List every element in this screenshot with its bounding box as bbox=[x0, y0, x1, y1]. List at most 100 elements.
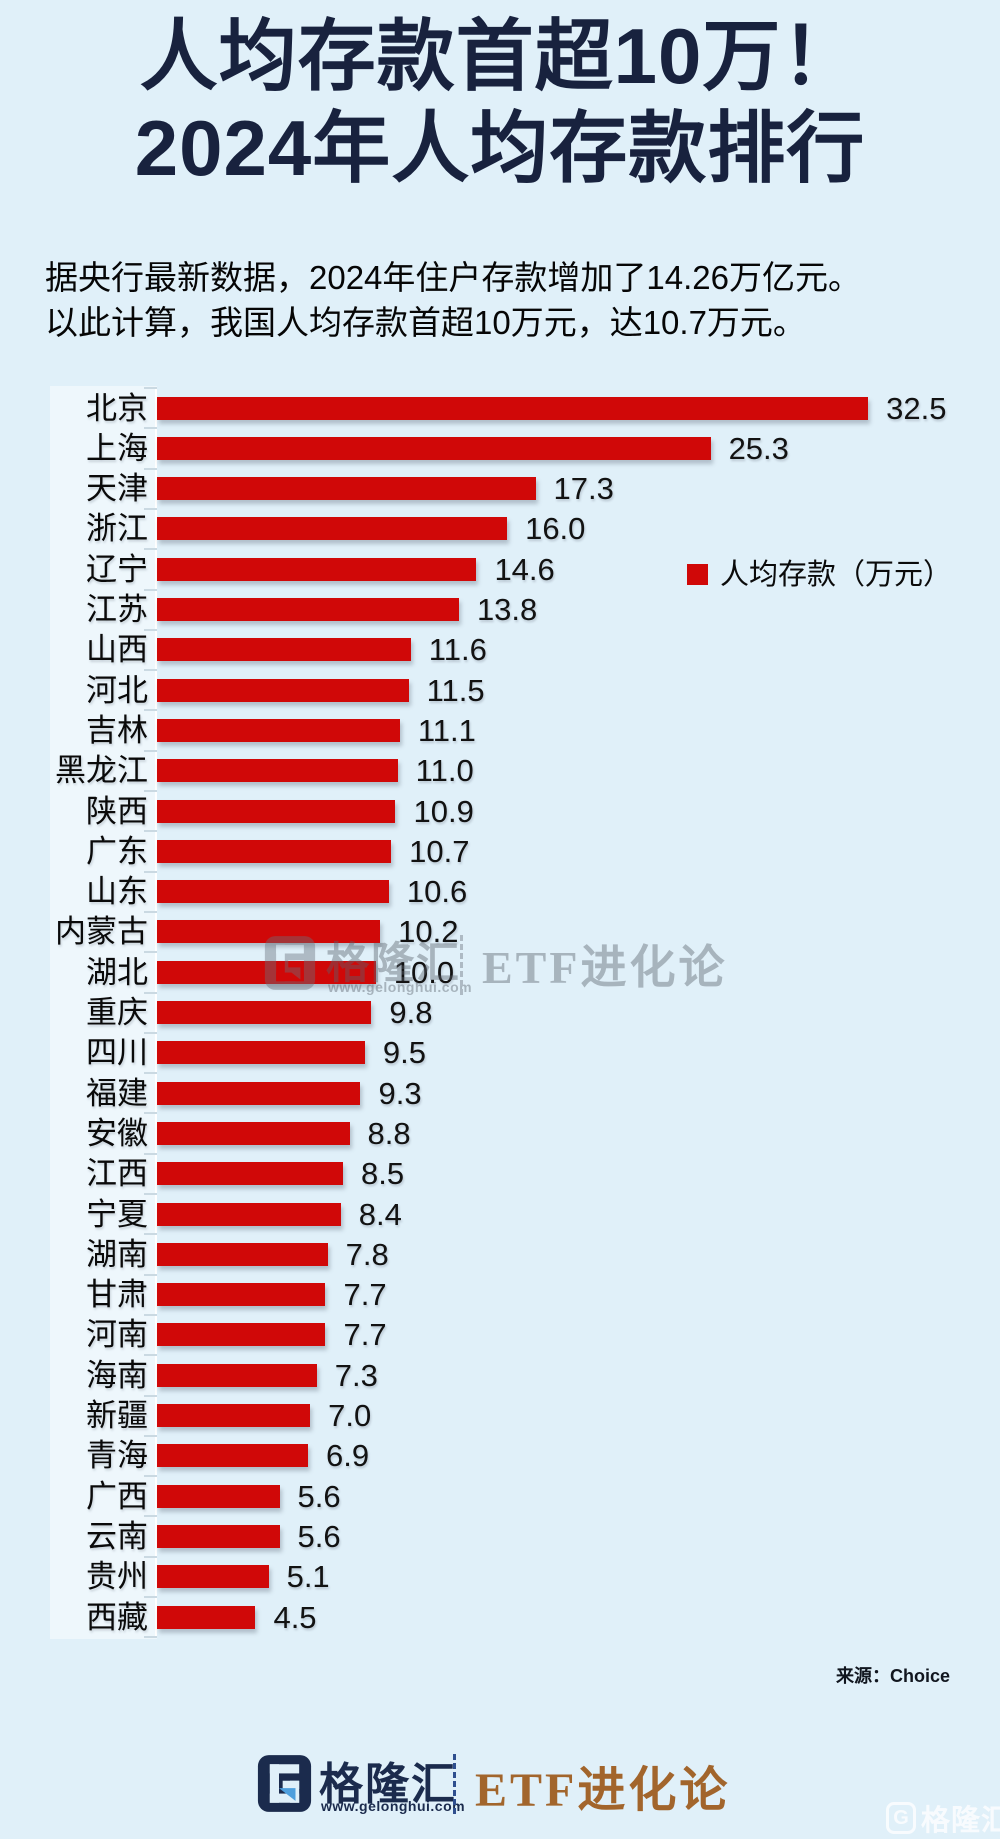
bar bbox=[157, 1162, 343, 1186]
axis-tick bbox=[144, 910, 157, 913]
legend-label: 人均存款（万元） bbox=[720, 559, 953, 591]
category-label: 江苏 bbox=[86, 592, 148, 627]
value-label: 11.1 bbox=[417, 712, 476, 748]
category-label: 内蒙古 bbox=[55, 914, 148, 950]
bar bbox=[157, 1242, 328, 1266]
axis-tick bbox=[144, 628, 157, 631]
value-label: 10.9 bbox=[413, 793, 474, 829]
category-label: 湖北 bbox=[86, 954, 148, 990]
category-label: 河北 bbox=[86, 672, 148, 708]
bar bbox=[157, 1565, 269, 1589]
category-label: 云南 bbox=[86, 1518, 148, 1554]
axis-tick bbox=[144, 1152, 157, 1155]
category-label: 辽宁 bbox=[86, 551, 148, 587]
bar bbox=[157, 1041, 365, 1065]
bar bbox=[157, 557, 477, 581]
axis-tick bbox=[144, 1072, 157, 1075]
axis-tick bbox=[144, 548, 157, 551]
category-label: 广西 bbox=[86, 1478, 148, 1514]
axis-tick bbox=[144, 951, 157, 954]
axis-tick bbox=[144, 588, 157, 591]
value-label: 5.6 bbox=[297, 1518, 341, 1554]
corner-watermark-text: 格隆汇 bbox=[921, 1805, 1000, 1837]
axis-tick bbox=[144, 1596, 157, 1598]
source-note: 来源：Choice bbox=[835, 1666, 950, 1686]
axis-tick bbox=[144, 709, 157, 712]
bar bbox=[157, 759, 398, 783]
value-label: 10.2 bbox=[398, 914, 459, 950]
gelonghui-logo-icon bbox=[264, 936, 316, 990]
value-label: 5.6 bbox=[297, 1478, 341, 1514]
category-label: 山西 bbox=[86, 632, 148, 668]
axis-tick bbox=[144, 1193, 157, 1195]
category-label: 宁夏 bbox=[86, 1196, 148, 1232]
axis-tick bbox=[144, 387, 157, 389]
value-label: 11.0 bbox=[415, 753, 474, 789]
value-label: 8.4 bbox=[358, 1196, 402, 1232]
value-label: 14.6 bbox=[494, 551, 555, 587]
bar bbox=[157, 436, 711, 460]
category-label: 陕西 bbox=[86, 793, 148, 829]
bar bbox=[157, 1605, 256, 1629]
value-label: 8.8 bbox=[367, 1115, 411, 1151]
value-label: 13.8 bbox=[476, 592, 538, 627]
title-line-2: 2024年人均存款排行 bbox=[134, 104, 866, 192]
bar bbox=[157, 598, 459, 621]
axis-tick bbox=[144, 1233, 157, 1236]
axis-tick bbox=[144, 749, 157, 752]
intro-line-1: 据央行最新数据，2024年住户存款增加了14.26万亿元。 bbox=[45, 259, 861, 296]
bar bbox=[157, 517, 508, 541]
category-label: 西藏 bbox=[86, 1599, 148, 1635]
watermark-url-text: www.gelonghui.com bbox=[328, 979, 473, 995]
category-label: 浙江 bbox=[86, 511, 148, 547]
category-label: 四川 bbox=[86, 1035, 148, 1071]
bar bbox=[157, 920, 381, 944]
legend-swatch bbox=[687, 563, 708, 585]
value-label: 4.5 bbox=[273, 1599, 317, 1635]
gelonghui-logo-icon bbox=[257, 1755, 312, 1812]
bar bbox=[157, 1081, 361, 1105]
category-label: 安徽 bbox=[86, 1115, 148, 1151]
bar bbox=[157, 1524, 280, 1548]
axis-band bbox=[50, 386, 157, 1639]
bar bbox=[157, 1283, 326, 1307]
category-label: 广东 bbox=[86, 833, 148, 869]
footer-partner-text: ETF进化论 bbox=[475, 1764, 731, 1817]
bar bbox=[157, 1363, 317, 1387]
axis-tick bbox=[144, 1031, 157, 1034]
category-label: 山东 bbox=[86, 874, 148, 910]
category-label: 重庆 bbox=[86, 995, 148, 1030]
value-label: 7.0 bbox=[328, 1398, 372, 1433]
value-label: 9.3 bbox=[378, 1075, 422, 1111]
axis-tick bbox=[144, 830, 157, 833]
value-label: 7.7 bbox=[343, 1317, 387, 1353]
axis-tick bbox=[144, 1515, 157, 1518]
axis-tick bbox=[144, 1273, 157, 1276]
category-label: 天津 bbox=[86, 471, 148, 507]
value-label: 10.0 bbox=[393, 954, 455, 990]
axis-tick bbox=[144, 1112, 157, 1115]
category-label: 甘肃 bbox=[86, 1277, 148, 1313]
watermark-divider bbox=[460, 935, 463, 995]
intro-line-2: 以此计算，我国人均存款首超10万元，达10.7万元。 bbox=[45, 304, 806, 341]
axis-tick bbox=[144, 427, 157, 430]
category-label: 湖南 bbox=[86, 1236, 148, 1272]
value-label: 9.8 bbox=[389, 995, 433, 1030]
watermark-partner-text: ETF进化论 bbox=[482, 942, 728, 993]
value-label: 7.3 bbox=[334, 1357, 378, 1393]
category-label: 上海 bbox=[86, 430, 148, 466]
value-label: 17.3 bbox=[553, 471, 614, 507]
axis-tick bbox=[144, 870, 157, 873]
axis-tick bbox=[144, 1394, 157, 1397]
axis-tick bbox=[144, 790, 157, 792]
value-label: 11.6 bbox=[428, 632, 487, 668]
bar bbox=[157, 718, 400, 742]
axis-tick bbox=[144, 1313, 157, 1316]
value-label: 7.7 bbox=[343, 1277, 387, 1313]
bar bbox=[157, 1001, 372, 1024]
bar bbox=[157, 799, 396, 823]
category-label: 海南 bbox=[86, 1357, 148, 1393]
value-label: 25.3 bbox=[728, 430, 789, 466]
bar bbox=[157, 678, 409, 702]
